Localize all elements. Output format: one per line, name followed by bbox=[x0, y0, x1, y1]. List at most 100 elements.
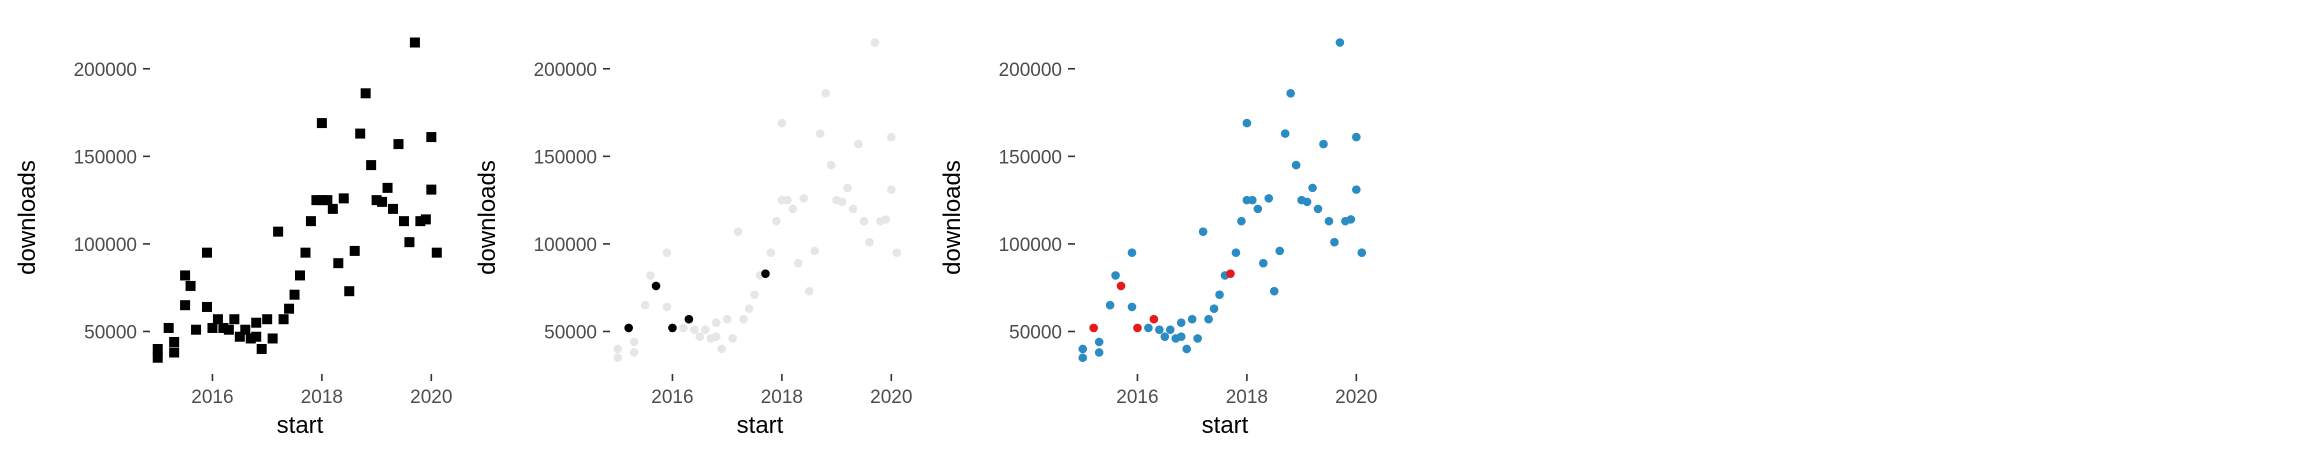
data-point bbox=[799, 194, 809, 203]
data-point bbox=[409, 37, 420, 48]
data-point bbox=[300, 247, 311, 258]
data-point bbox=[837, 197, 847, 207]
highlighted-data-point bbox=[1116, 281, 1126, 291]
data-point bbox=[1335, 38, 1345, 47]
data-point bbox=[284, 303, 295, 314]
data-point bbox=[163, 322, 174, 333]
data-point bbox=[316, 195, 327, 206]
data-point bbox=[1346, 215, 1356, 224]
data-point bbox=[218, 322, 229, 333]
data-point bbox=[1155, 325, 1164, 335]
data-point bbox=[1324, 216, 1334, 226]
y-tick-label: 50000 bbox=[84, 322, 137, 343]
data-point bbox=[783, 195, 792, 205]
data-point bbox=[371, 195, 382, 206]
data-point bbox=[1105, 300, 1115, 310]
data-point bbox=[815, 129, 825, 138]
data-point bbox=[1269, 286, 1279, 296]
data-point bbox=[1280, 129, 1290, 138]
y-axis-title: downloads bbox=[14, 160, 41, 275]
x-tick-label: 2018 bbox=[301, 387, 343, 408]
data-point bbox=[366, 160, 377, 171]
data-point bbox=[431, 247, 442, 258]
data-point bbox=[278, 314, 289, 325]
data-point bbox=[305, 216, 316, 227]
data-point bbox=[349, 245, 360, 256]
y-axis-title: downloads bbox=[939, 160, 966, 275]
data-point bbox=[1352, 132, 1361, 142]
data-point bbox=[711, 318, 721, 328]
highlighted-data-point bbox=[761, 269, 770, 278]
data-point bbox=[1248, 195, 1257, 205]
data-point bbox=[404, 237, 415, 248]
data-point bbox=[1352, 185, 1361, 194]
data-point bbox=[1111, 271, 1120, 280]
data-point bbox=[273, 226, 284, 237]
data-point bbox=[185, 280, 196, 291]
data-point bbox=[1176, 318, 1186, 328]
data-point bbox=[1242, 118, 1252, 128]
data-point bbox=[1094, 337, 1104, 347]
data-point bbox=[826, 160, 836, 170]
y-tick-label: 150000 bbox=[74, 147, 137, 168]
data-point bbox=[613, 344, 623, 354]
data-point bbox=[212, 314, 223, 325]
data-point bbox=[311, 195, 322, 206]
data-point bbox=[640, 300, 650, 310]
data-point bbox=[256, 343, 267, 354]
data-point bbox=[377, 196, 388, 207]
data-point bbox=[426, 184, 437, 195]
data-point bbox=[1182, 344, 1191, 354]
data-point bbox=[382, 182, 393, 193]
data-point bbox=[711, 332, 721, 342]
data-point bbox=[854, 139, 863, 149]
data-point bbox=[887, 185, 896, 194]
x-tick-label: 2016 bbox=[1116, 387, 1158, 408]
data-point bbox=[1209, 304, 1219, 314]
data-point bbox=[1357, 248, 1367, 257]
data-point bbox=[777, 118, 787, 128]
x-tick-label: 2018 bbox=[761, 387, 803, 408]
x-tick-label: 2016 bbox=[651, 387, 693, 408]
y-tick-label: 150000 bbox=[999, 147, 1062, 168]
data-point bbox=[152, 352, 163, 363]
data-point bbox=[728, 334, 737, 343]
data-point bbox=[245, 333, 256, 344]
data-point bbox=[1286, 88, 1295, 98]
data-point bbox=[739, 314, 748, 324]
data-point bbox=[1176, 332, 1186, 342]
x-axis-title: start bbox=[277, 412, 324, 439]
highlighted-data-point bbox=[1226, 269, 1235, 278]
data-point bbox=[887, 132, 896, 142]
data-point bbox=[679, 323, 688, 333]
data-point bbox=[881, 215, 891, 224]
data-point bbox=[360, 88, 371, 99]
data-point bbox=[859, 216, 869, 226]
data-point bbox=[804, 286, 814, 296]
data-point bbox=[207, 322, 218, 333]
data-point bbox=[289, 289, 300, 300]
data-point bbox=[267, 333, 278, 344]
data-point bbox=[229, 314, 240, 325]
data-point bbox=[169, 347, 180, 358]
x-tick-label: 2020 bbox=[1335, 387, 1377, 408]
y-tick-label: 50000 bbox=[1009, 322, 1062, 343]
highlighted-data-point bbox=[1149, 314, 1159, 324]
data-point bbox=[393, 139, 404, 150]
data-point bbox=[333, 258, 344, 269]
data-point bbox=[695, 332, 705, 342]
y-tick-label: 200000 bbox=[534, 60, 597, 81]
data-point bbox=[180, 300, 191, 311]
data-point bbox=[1313, 204, 1323, 214]
data-point bbox=[322, 195, 333, 206]
data-point bbox=[426, 132, 437, 143]
data-point bbox=[1259, 258, 1268, 268]
data-point bbox=[234, 331, 245, 342]
data-point bbox=[766, 248, 776, 257]
data-point bbox=[810, 246, 820, 256]
chart-panel-1: 50000 100000 150000 200000 2016 2018 2020 start… bbox=[14, 37, 452, 439]
data-point bbox=[251, 317, 262, 328]
data-point bbox=[870, 38, 880, 47]
x-tick-label: 2016 bbox=[191, 387, 233, 408]
